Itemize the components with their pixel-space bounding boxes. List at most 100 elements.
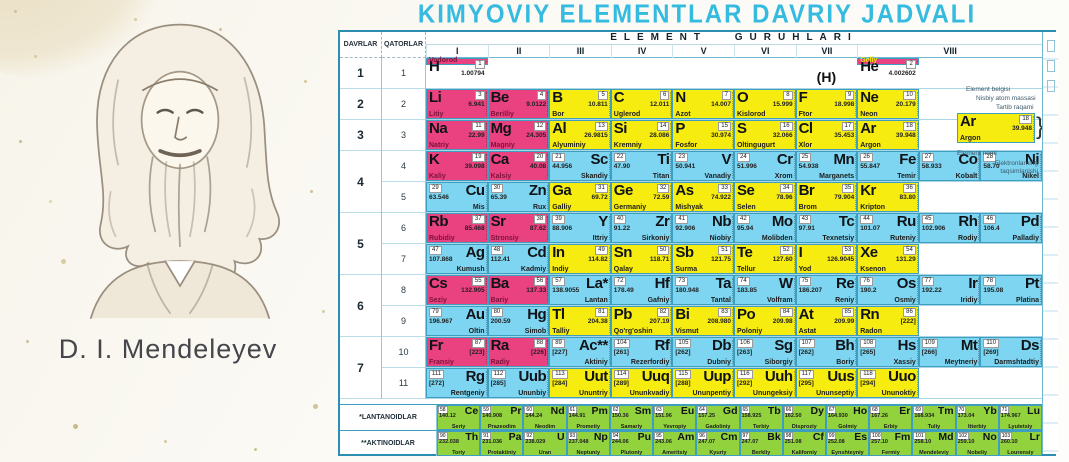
atomic-mass: 162.50 <box>784 413 802 419</box>
atomic-mass: 58.933 <box>921 163 942 170</box>
atomic-mass: 157.25 <box>698 413 716 419</box>
element-cell-Ho: Ho 67 164.930 Golmiy <box>825 405 870 430</box>
element-cell-Xe: Xe 54 131.29 Ksenon <box>857 244 919 274</box>
element-cell-Bk: Bk 97 247.07 Berkliy <box>739 431 783 456</box>
element-symbol: Fr <box>429 337 444 354</box>
atomic-number: 84 <box>779 308 793 317</box>
element-symbol: Bi <box>675 306 690 323</box>
element-symbol: Sm <box>634 405 652 417</box>
header-qatorlar: QATORLAR <box>382 32 426 58</box>
atomic-number: 108 <box>860 339 877 348</box>
atomic-mass: 209.98 <box>772 318 793 325</box>
atomic-mass: 195.08 <box>983 287 1004 294</box>
element-cell-V: V 23 50.941 Vanadiy <box>672 151 734 181</box>
element-cell-Br: Br 35 79.904 Brom <box>795 182 858 212</box>
atomic-number: 92 <box>524 432 534 440</box>
atomic-mass: 95.94 <box>736 225 754 232</box>
atomic-mass: 15.999 <box>772 101 793 108</box>
element-cell-Zr: Zr 40 91.22 Sirkoniy <box>610 213 673 243</box>
element-name: Titan <box>652 173 670 180</box>
table-row-4: K 19 39.098 Kaliy Ca 20 40.08 Kalsiy Sc 21 44.956 S… <box>426 151 1042 182</box>
fblock-label: *LANTANOIDLAR <box>340 405 437 430</box>
header-group-numbers: I II III IV V VI VII VIII <box>426 45 1042 58</box>
element-cell-Kr: Kr 36 83.80 Kripton <box>857 182 919 212</box>
qator-label-9: 9 <box>382 306 425 337</box>
atomic-mass: [261] <box>613 349 629 356</box>
atomic-number: 7 <box>721 91 731 100</box>
legend-bracket: } <box>1036 113 1045 140</box>
fblock-row: *LANTANOIDLAR Ce 58 140.12 Seriy Pr 59 140.908 P… <box>340 404 1042 430</box>
atomic-mass: 209.99 <box>834 318 855 325</box>
legend-example-symbol: Ar <box>960 113 976 130</box>
element-symbol: U <box>557 431 565 443</box>
element-cell-Nd: Nd 60 144.24 Neodim <box>523 405 567 430</box>
element-cell-Ir: Ir 77 192.22 Iridiy <box>918 275 981 305</box>
legend-elektron-line1: Elektronlarning <box>994 160 1038 167</box>
element-name: Xassiy <box>893 359 916 366</box>
atomic-number: 32 <box>656 184 670 193</box>
element-name: Samariy <box>620 424 643 430</box>
element-symbol: Cu <box>465 182 486 199</box>
element-symbol: Sr <box>490 213 506 230</box>
atomic-number: 68 <box>870 406 880 414</box>
atomic-number: 45 <box>921 215 935 224</box>
atomic-number: 115 <box>675 370 691 379</box>
element-symbol: Ge <box>613 182 634 199</box>
atomic-mass: 180.948 <box>675 287 699 294</box>
element-name: Tuliy <box>927 424 941 430</box>
atomic-number: 52 <box>779 246 793 255</box>
element-name: Berkliy <box>751 450 771 456</box>
atomic-number: 9 <box>844 91 855 100</box>
atomic-number: 48 <box>490 246 504 255</box>
element-name: Neon <box>860 111 878 118</box>
element-cell-La: La* 57 138.9055 Lantan <box>549 275 611 305</box>
element-symbol: Pm <box>591 405 608 417</box>
element-name: Poloniy <box>736 328 763 335</box>
element-name: Kislorod <box>736 111 766 118</box>
element-name: Temir <box>897 173 916 180</box>
element-cell-Sg: Sg 106 [263] Siborgiy <box>733 337 796 367</box>
atomic-mass: [284] <box>552 380 568 387</box>
element-name: Golmiy <box>838 424 857 430</box>
element-name: Ksenon <box>860 266 886 273</box>
element-symbol: Uuo <box>888 368 916 385</box>
atomic-number: 86 <box>903 308 916 317</box>
atomic-mass: 39.948 <box>895 132 916 139</box>
atomic-number: 56 <box>533 277 547 286</box>
element-name: Aktiniy <box>584 359 608 366</box>
atomic-mass: 69.72 <box>591 194 608 201</box>
element-name: Dubniy <box>707 359 731 366</box>
element-name: Plutoniy <box>620 450 643 456</box>
atomic-number: 46 <box>983 215 997 224</box>
atomic-mass: 183.85 <box>736 287 757 294</box>
fblock-label: **AKTINOIDLAR <box>340 431 437 456</box>
atomic-mass: 168.934 <box>914 413 935 419</box>
element-name: Sirkoniy <box>641 235 670 242</box>
group-header-VII: VII <box>795 45 858 58</box>
element-symbol: Ne <box>860 89 879 106</box>
element-symbol: Sb <box>675 244 694 261</box>
table-row-1: H 1 1.00794 Vodorod He 2 4.002602 Geliy (H) <box>426 57 1042 89</box>
atomic-number: 54 <box>903 246 916 255</box>
atomic-number: 101 <box>913 432 926 440</box>
element-name: Lourensiy <box>1007 450 1034 456</box>
element-symbol: Mt <box>960 337 978 354</box>
element-cell-Mo: Mo 42 95.94 Molibden <box>733 213 796 243</box>
element-cell-Lu: Lu 71 174.967 Lyutetsiy <box>998 405 1042 430</box>
atomic-mass: 97.91 <box>798 225 815 232</box>
table-row-10: Fr 87 [223] Fransiy Ra 88 [226] Radiy Ac** 89 [227… <box>426 337 1042 368</box>
element-symbol: Li <box>429 89 442 106</box>
atomic-mass: 178.49 <box>613 287 634 294</box>
atomic-number: 69 <box>913 406 923 414</box>
atomic-mass: [262] <box>675 349 691 356</box>
atomic-number: 114 <box>613 370 630 379</box>
element-symbol: Uus <box>827 368 855 385</box>
atomic-number: 44 <box>860 215 873 224</box>
element-cell-Er: Er 68 167.26 Erbiy <box>869 405 913 430</box>
atomic-number: 8 <box>783 91 793 100</box>
atomic-mass: 40.08 <box>529 163 547 170</box>
atomic-number: 2 <box>906 60 916 69</box>
element-cell-Cl: Cl 17 35.453 Xlor <box>795 120 858 150</box>
element-symbol: Rn <box>860 306 880 323</box>
atomic-number: 97 <box>740 432 751 440</box>
